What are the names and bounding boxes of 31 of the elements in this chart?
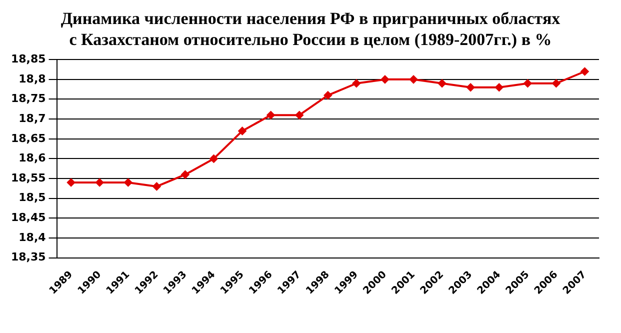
chart-title: Динамика численности населения РФ в приграничных областях с Казахстаном относительно России в целом (1989-2007гг.) в % bbox=[60, 8, 560, 50]
point bbox=[67, 178, 76, 187]
y-tick-label: 18,35 bbox=[10, 250, 46, 264]
y-tick-label: 18,75 bbox=[10, 92, 46, 106]
point bbox=[266, 111, 275, 120]
y-tick-label: 18,65 bbox=[10, 132, 46, 145]
point bbox=[352, 79, 360, 88]
y-tick-label: 18,85 bbox=[10, 52, 46, 66]
point bbox=[580, 67, 589, 76]
point bbox=[96, 178, 104, 187]
y-tick-label: 18,4 bbox=[18, 230, 46, 244]
y-tick-label: 18,8 bbox=[18, 72, 46, 86]
point bbox=[152, 182, 161, 190]
point bbox=[410, 75, 418, 84]
point bbox=[238, 126, 246, 135]
point bbox=[380, 75, 389, 84]
y-tick-label: 18,6 bbox=[18, 152, 46, 165]
point bbox=[181, 170, 190, 179]
y-tick-label: 18,7 bbox=[18, 112, 46, 125]
point bbox=[495, 83, 504, 92]
point bbox=[295, 111, 304, 120]
point bbox=[210, 154, 218, 163]
point bbox=[524, 79, 532, 88]
point bbox=[124, 178, 132, 187]
point bbox=[438, 79, 446, 88]
y-tick-label: 18,45 bbox=[10, 211, 46, 224]
point bbox=[324, 91, 332, 100]
y-tick-label: 18,5 bbox=[18, 191, 46, 204]
point bbox=[466, 83, 475, 92]
point bbox=[552, 79, 560, 88]
y-tick-label: 18,55 bbox=[10, 171, 46, 184]
